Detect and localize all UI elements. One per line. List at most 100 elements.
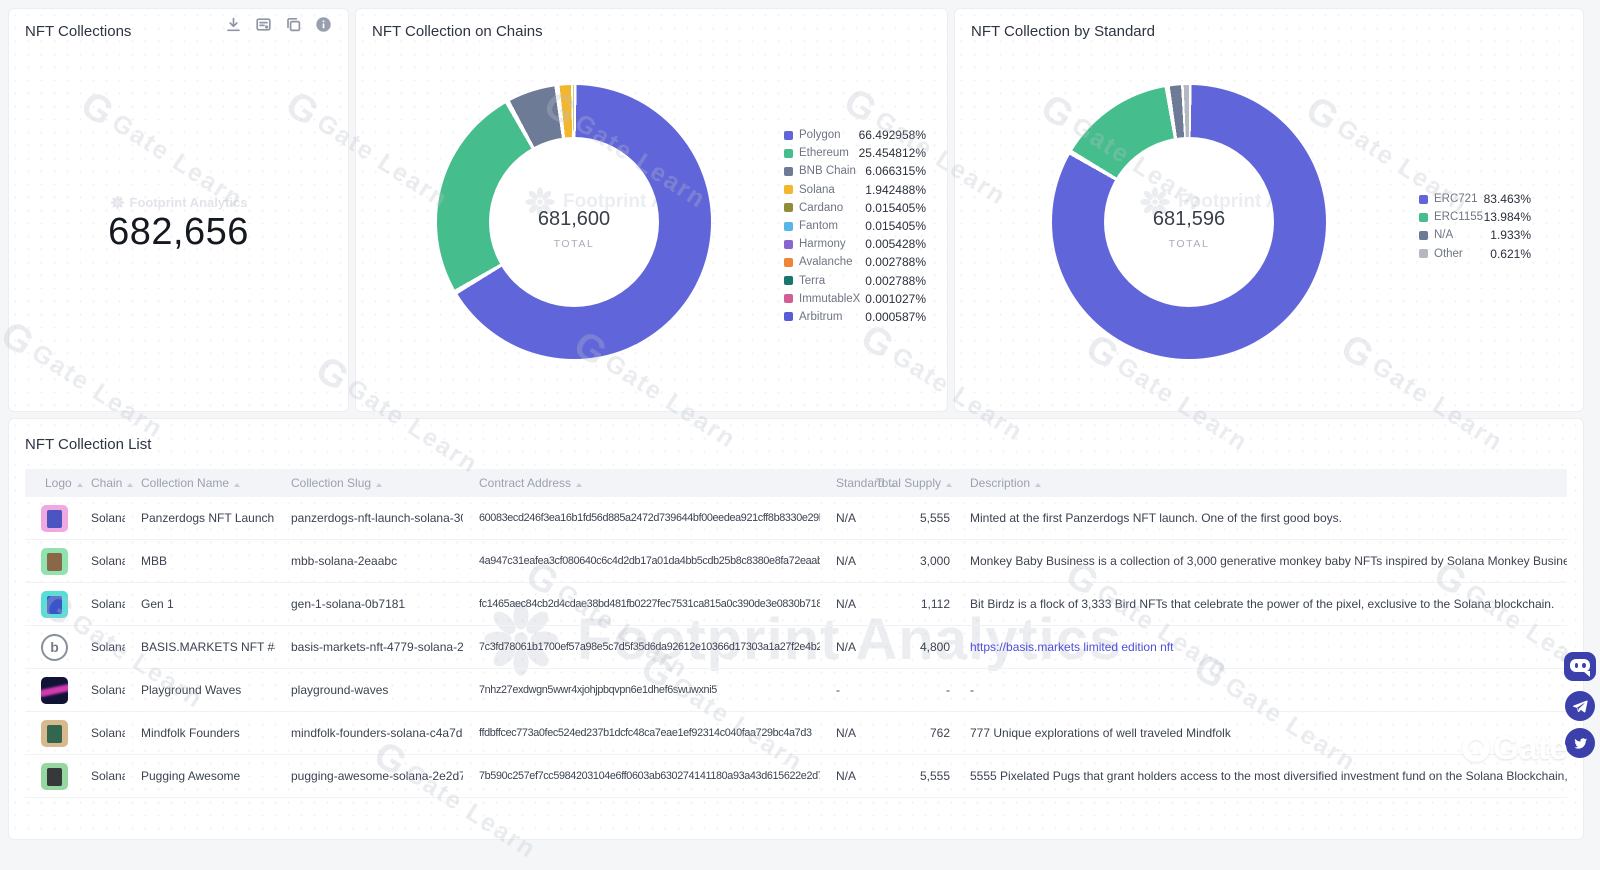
cell-total-supply: 4,800 (919, 640, 950, 654)
legend-item-n-a[interactable]: N/A 1.933% (1419, 226, 1531, 244)
legend-label: Avalanche (799, 256, 853, 269)
legend-label: Cardano (799, 201, 844, 214)
footprint-watermark: Footprint Analytics (110, 195, 247, 210)
legend-item-immutablex[interactable]: ImmutableX 0.001027% (784, 290, 926, 308)
table-row[interactable]: Solana Playground Waves playground-waves 7n… (25, 669, 1567, 712)
standard-legend: ERC721 83.463% ERC1155 13.984% N/A 1.933% Othe… (1419, 190, 1531, 263)
legend-value: 6.066315% (865, 164, 926, 179)
legend-item-bnb-chain[interactable]: BNB Chain 6.066315% (784, 162, 926, 180)
copy-icon[interactable] (284, 15, 302, 33)
legend-label: ERC721 (1434, 193, 1478, 206)
table-row[interactable]: Solana Pugging Awesome pugging-awesome-sol… (25, 755, 1567, 798)
legend-item-avalanche[interactable]: Avalanche 0.002788% (784, 253, 926, 271)
collection-logo (41, 504, 68, 532)
cell-collection-name: BASIS.MARKETS NFT #4779 (141, 640, 275, 654)
description-link[interactable]: https://basis.markets limited edition nf… (970, 640, 1174, 654)
legend-label: ImmutableX (799, 292, 861, 305)
legend-item-erc721[interactable]: ERC721 83.463% (1419, 190, 1531, 208)
cell-collection-slug: mindfolk-founders-solana-c4a7d3 (291, 726, 463, 740)
donut-total-label: TOTAL (553, 238, 595, 250)
cell-collection-slug: mbb-solana-2eaabc (291, 554, 398, 568)
table-row[interactable]: Solana MBB mbb-solana-2eaabc 4a947c31eafea3… (25, 540, 1567, 583)
sort-caret-icon[interactable] (127, 483, 134, 487)
telegram-icon[interactable] (1565, 691, 1595, 721)
table-row[interactable]: Solana Gen 1 gen-1-solana-0b7181 fc1465aec8… (25, 583, 1567, 626)
cell-collection-slug: panzerdogs-nft-launch-solana-30e29b (291, 511, 463, 525)
legend-value: 0.015405% (865, 219, 926, 234)
legend-value: 1.933% (1490, 228, 1531, 243)
collection-logo (41, 676, 68, 704)
legend-item-other[interactable]: Other 0.621% (1419, 245, 1531, 263)
sort-caret-icon[interactable] (76, 483, 83, 487)
sort-caret-icon[interactable] (576, 483, 583, 487)
cell-collection-slug: pugging-awesome-solana-2e2d7b (291, 769, 463, 783)
cell-total-supply: 5,555 (919, 511, 950, 525)
cell-total-supply: - (946, 683, 950, 697)
legend-item-polygon[interactable]: Polygon 66.492958% (784, 126, 926, 144)
legend-label: Solana (799, 183, 835, 196)
download-icon[interactable] (224, 15, 242, 33)
sort-caret-icon[interactable] (234, 483, 241, 487)
legend-swatch (784, 166, 793, 176)
collection-logo (41, 719, 68, 747)
standard-donut-chart[interactable]: Footprint Analytics681,596 TOTAL (1052, 85, 1326, 359)
table-row[interactable]: b Solana BASIS.MARKETS NFT #4779 basis-mark… (25, 626, 1567, 669)
legend-swatch (1419, 194, 1428, 204)
sort-caret-icon[interactable] (889, 483, 896, 487)
donut-center: Footprint Analytics681,596 TOTAL (1104, 137, 1274, 307)
column-header-chain[interactable]: Chain (75, 476, 134, 490)
cell-collection-name: Gen 1 (141, 597, 174, 611)
legend-swatch (1419, 230, 1428, 240)
column-header-standard[interactable]: Standard (820, 476, 896, 490)
column-header-collection-slug[interactable]: Collection Slug (275, 476, 463, 490)
legend-item-harmony[interactable]: Harmony 0.005428% (784, 235, 926, 253)
legend-label: Other (1434, 247, 1463, 260)
cell-collection-name: MBB (141, 554, 168, 568)
cell-contract-address: 7nhz27exdwgn5wwr4xjohjpbqvpn6e1dhef6swuw… (479, 684, 717, 696)
footprint-flower-icon (484, 602, 558, 676)
table-header: Logo Chain Collection Name Collection Slug C… (25, 469, 1567, 497)
info-icon[interactable] (314, 15, 332, 33)
cell-description: https://basis.markets limited edition nf… (952, 640, 1567, 654)
legend-value: 25.454812% (858, 146, 926, 161)
legend-swatch (1419, 249, 1428, 259)
collection-logo (41, 590, 68, 618)
legend-value: 1.942488% (865, 182, 926, 197)
legend-swatch (1419, 212, 1428, 222)
legend-item-cardano[interactable]: Cardano 0.015405% (784, 199, 926, 217)
table-row[interactable]: Solana Panzerdogs NFT Launch panzerdogs-nf… (25, 497, 1567, 540)
cell-standard: N/A (836, 554, 857, 568)
cell-contract-address: 7c3fd78061b1700ef57a98e5c7d5f35d6da92612… (479, 641, 820, 653)
legend-item-terra[interactable]: Terra 0.002788% (784, 272, 926, 290)
column-header-collection-name[interactable]: Collection Name (125, 476, 275, 490)
card-collection-on-chains: NFT Collection on Chains Footprint Analy… (355, 8, 948, 412)
legend-item-erc1155[interactable]: ERC1155 13.984% (1419, 208, 1531, 226)
sort-caret-icon[interactable] (376, 483, 383, 487)
legend-item-arbitrum[interactable]: Arbitrum 0.000587% (784, 308, 926, 326)
discord-icon[interactable] (1564, 652, 1596, 681)
legend-item-ethereum[interactable]: Ethereum 25.454812% (784, 144, 926, 162)
sort-caret-icon[interactable] (946, 483, 952, 487)
column-header-contract-address[interactable]: Contract Address (463, 476, 820, 490)
legend-swatch (784, 239, 793, 249)
legend-value: 13.984% (1483, 210, 1531, 225)
twitter-icon[interactable] (1565, 728, 1595, 758)
chains-donut-chart[interactable]: Footprint Analytics681,600 TOTAL (437, 85, 711, 359)
cell-description: Minted at the first Panzerdogs NFT launc… (970, 511, 1342, 525)
legend-label: N/A (1434, 229, 1454, 242)
column-header-total-supply[interactable]: Total Supply (876, 476, 952, 490)
collection-list-title: NFT Collection List (25, 436, 152, 453)
cell-description: Monkey Baby Business is a collection of … (970, 554, 1567, 568)
sort-caret-icon[interactable] (1035, 483, 1042, 487)
column-header-logo[interactable]: Logo (25, 476, 83, 490)
column-header-description[interactable]: Description (952, 476, 1567, 490)
legend-value: 0.002788% (865, 255, 926, 270)
table-body: Solana Panzerdogs NFT Launch panzerdogs-nf… (25, 497, 1567, 798)
legend-swatch (784, 276, 793, 286)
collection-logo: b (41, 633, 68, 661)
legend-item-solana[interactable]: Solana 1.942488% (784, 181, 926, 199)
table-row[interactable]: Solana Mindfolk Founders mindfolk-founders… (25, 712, 1567, 755)
annotation-icon[interactable] (254, 15, 272, 33)
legend-item-fantom[interactable]: Fantom 0.015405% (784, 217, 926, 235)
legend-swatch (784, 257, 793, 267)
